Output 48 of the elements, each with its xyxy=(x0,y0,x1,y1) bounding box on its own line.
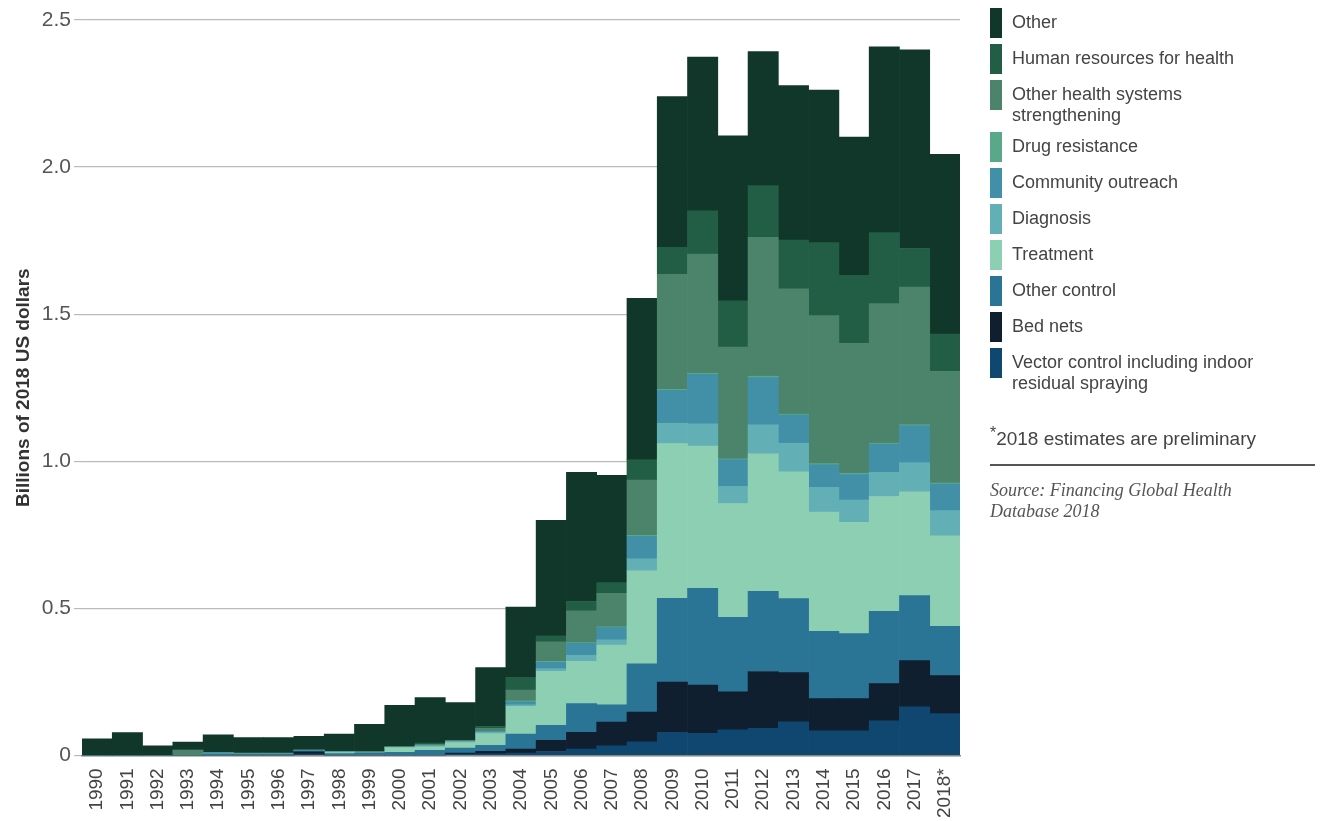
x-tick-label: 1995 xyxy=(236,768,258,811)
y-tick-label: 0.5 xyxy=(41,595,71,619)
x-tick-label: 2000 xyxy=(388,768,410,811)
x-tick-label: 2001 xyxy=(418,768,440,811)
legend-label: Treatment xyxy=(1012,243,1095,265)
y-tick-label: 0 xyxy=(59,742,71,766)
text: $^{*}$2018 estimates are preliminary xyxy=(990,424,1315,467)
x-tick-label: 1996 xyxy=(267,768,289,811)
x-tick-label: 2013 xyxy=(781,768,803,811)
legend-label: Human resources for health xyxy=(1012,47,1236,69)
x-tick-label: 1991 xyxy=(115,768,137,811)
x-tick-label: 2002 xyxy=(448,768,470,811)
x-tick-label: 2010 xyxy=(690,768,712,811)
legend-label: Diagnosis xyxy=(1012,207,1093,229)
x-tick-label: 2008 xyxy=(630,768,652,811)
x-tick-label: 2017 xyxy=(902,768,924,811)
x-tick-label: 2018* xyxy=(933,767,955,819)
x-tick-label: 2016 xyxy=(872,768,894,811)
x-tick-label: 2012 xyxy=(751,768,773,811)
legend-label: Other health systems strengthening xyxy=(1012,83,1184,126)
x-tick-label: 2014 xyxy=(811,767,833,811)
legend-label: Vector control including indoor residual spraying xyxy=(1012,351,1255,394)
x-tick-label: 2009 xyxy=(660,768,682,811)
x-tick-label: 1994 xyxy=(206,767,228,811)
legend-label: Community outreach xyxy=(1012,171,1180,193)
y-tick-label: 2.5 xyxy=(41,6,71,30)
x-tick-label: 1999 xyxy=(357,768,379,811)
x-tick-label: 1993 xyxy=(176,768,198,811)
x-tick-label: 2005 xyxy=(539,768,561,811)
legend-label: Bed nets xyxy=(1012,315,1085,337)
x-tick-label: 2011 xyxy=(721,768,743,810)
legend-label: Drug resistance xyxy=(1012,135,1140,157)
legend-label: Other xyxy=(1012,11,1059,33)
source-note: Source: Financing Global Health Database 2018 xyxy=(990,480,1233,523)
legend-label: Other control xyxy=(1012,279,1118,301)
x-tick-label: 2003 xyxy=(478,768,500,811)
x-tick-label: 2007 xyxy=(600,768,622,811)
x-tick-label: 1998 xyxy=(327,768,349,811)
x-tick-label: 2015 xyxy=(842,768,864,811)
x-tick-label: 1990 xyxy=(85,768,107,811)
x-tick-label: 1997 xyxy=(297,768,319,811)
y-axis-title: Billions of 2018 US dollars xyxy=(11,268,33,507)
x-tick-label: 1992 xyxy=(145,768,167,811)
y-tick-label: 1.0 xyxy=(41,448,71,471)
y-tick-label: 2.0 xyxy=(41,153,71,177)
x-tick-label: 2006 xyxy=(569,768,591,811)
x-tick-label: 2004 xyxy=(509,767,531,811)
y-tick-label: 1.5 xyxy=(41,300,71,324)
